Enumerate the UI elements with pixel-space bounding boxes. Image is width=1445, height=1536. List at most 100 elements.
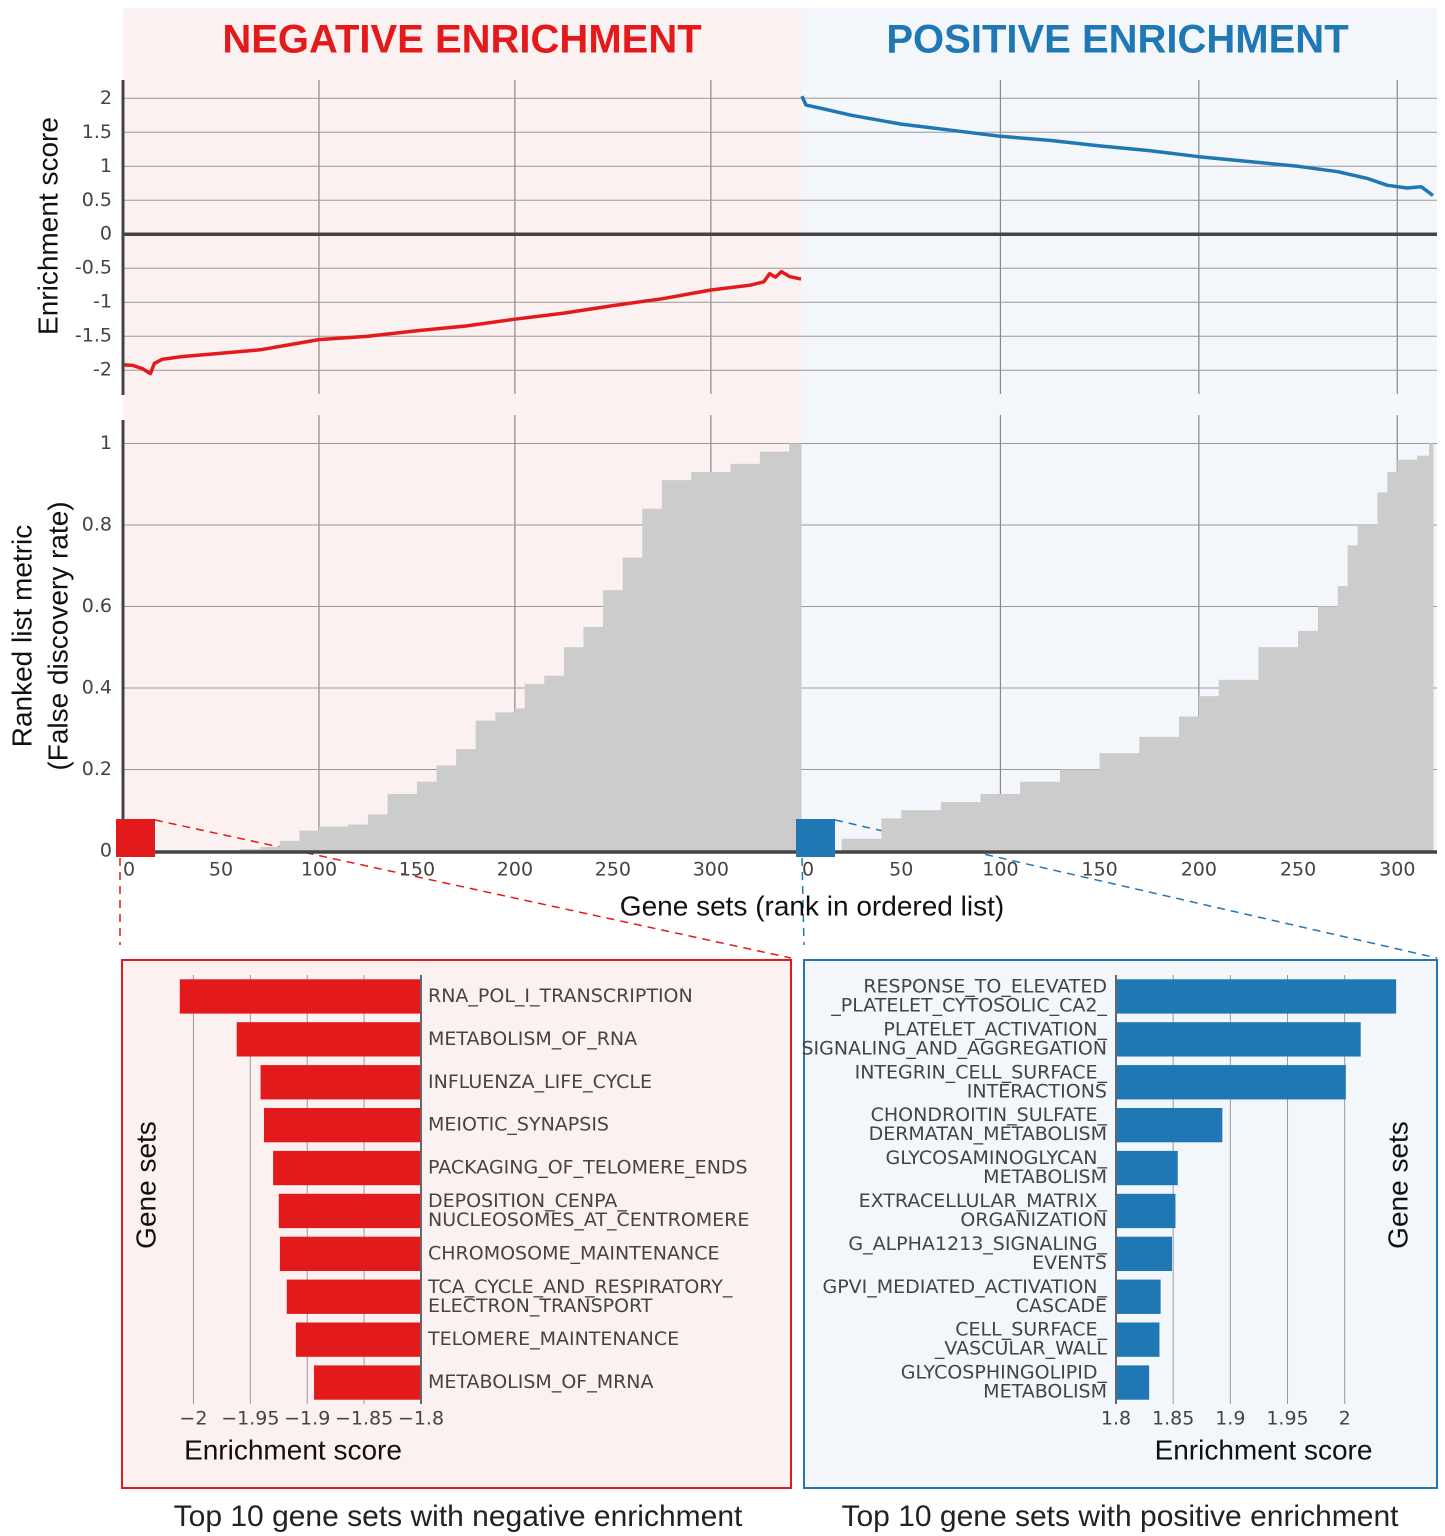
top10-highlight [116,819,155,857]
x-tick-label: 100 [982,859,1018,881]
bar [1116,1236,1173,1272]
fdr-step [1429,443,1434,851]
fdr-step [1417,455,1430,851]
fdr-step [622,557,643,851]
x-tick-label: −1.85 [335,1408,393,1430]
fdr-step [348,824,369,851]
y-tick-label: -0.5 [75,257,112,279]
category-label: METABOLISM_OF_RNA [428,1028,637,1050]
x-tick-label: 300 [693,859,729,881]
fdr-step [759,451,790,851]
y-tick-label: 0 [100,223,112,245]
fdr-step [1198,696,1220,851]
fdr-step [299,830,320,851]
y-tick-label: 0 [100,840,112,862]
bar [1116,1065,1346,1100]
fdr-step [436,765,457,851]
category-label: ELECTRON_TRANSPORT [428,1295,653,1317]
category-label: _VASCULAR_WALL [934,1338,1108,1360]
panel-title: POSITIVE ENRICHMENT [886,18,1348,62]
bar [1116,1193,1176,1229]
fdr-step [544,675,565,851]
x-tick-label: −1.95 [221,1408,279,1430]
x-tick-label: −1.8 [398,1408,444,1430]
negative-box [121,959,792,1489]
fdr-step [980,793,1021,851]
y-axis-label: Gene sets [1382,1121,1413,1249]
fdr-step [1298,630,1319,851]
category-label: METABOLISM [983,1166,1107,1188]
fdr-step [1337,586,1349,851]
x-tick-label: 300 [1379,859,1415,881]
bar [1116,1279,1161,1314]
x-tick-label: 150 [399,859,435,881]
fdr-step [279,840,300,851]
x-tick-label: 2 [1339,1408,1351,1430]
chart-layer: -2 -1.5 -1 -0.5 0 0.5 1 1.5 2 0 0.2 0.4 0.6 0.8 1 −2 −1.… [6,18,1437,1533]
x-tick-label: 1.9 [1215,1408,1245,1430]
line-series [122,269,802,376]
x-axis-label: Gene sets (rank in ordered list) [620,890,1004,921]
bar [236,1022,421,1057]
y-tick-label: -1.5 [75,325,112,347]
x-tick-label: 50 [209,859,233,881]
fdr-step [260,846,281,851]
category-label: CASCADE [1016,1295,1107,1317]
bar [273,1150,421,1186]
y-tick-label: 0.5 [82,189,112,211]
category-label: DEPOSITION_CENPA_ [428,1190,627,1212]
y-tick-label: 1 [100,155,112,177]
y-tick-label: 0.2 [82,758,112,780]
fdr-step [940,802,982,851]
category-label: GPVI_MEDIATED_ACTIVATION_ [823,1276,1108,1298]
category-label: CELL_SURFACE_ [955,1319,1107,1341]
category-label: MEIOTIC_SYNAPSIS [428,1114,609,1136]
bar [286,1279,421,1314]
fdr-step [691,471,731,851]
category-label: SIGNALING_AND_AGGREGATION [801,1037,1107,1059]
y-tick-label: 1 [100,432,112,454]
fdr-step [603,590,624,851]
x-tick-label: −1.9 [284,1408,330,1430]
category-label: EVENTS [1032,1252,1107,1274]
bar [314,1365,421,1400]
x-tick-label: −2 [179,1408,207,1430]
caption: Top 10 gene sets with negative enrichmen… [174,1500,743,1533]
category-label: RNA_POL_I_TRANSCRIPTION [428,985,693,1007]
fdr-step [514,708,526,851]
x-axis-label: Enrichment score [184,1434,402,1465]
category-label: GLYCOSAMINOGLYCAN_ [886,1147,1108,1169]
x-tick-label: 250 [595,859,631,881]
fdr-step [1347,545,1359,851]
bar [260,1065,421,1100]
x-tick-label: 150 [1082,859,1118,881]
y-axis-label: Ranked list metric [6,525,37,748]
category-label: INFLUENZA_LIFE_CYCLE [428,1071,652,1093]
panel-title: NEGATIVE ENRICHMENT [222,18,701,62]
fdr-step [495,712,516,851]
category-label: TELOMERE_MAINTENANCE [427,1328,679,1350]
fdr-step [583,626,604,851]
category-label: METABOLISM_OF_MRNA [428,1371,654,1393]
fdr-step [661,480,692,851]
x-tick-label: 100 [301,859,337,881]
category-label: NUCLEOSOMES_AT_CENTROMERE [428,1209,749,1231]
x-tick-label: 50 [889,859,913,881]
bar [1116,1022,1361,1057]
bar [263,1107,421,1143]
category-label: G_ALPHA1213_SIGNALING_ [848,1233,1107,1255]
x-tick-label: 0 [802,859,814,881]
top10-highlight [796,819,835,857]
fdr-step [240,848,261,851]
y-tick-label: -2 [93,359,112,381]
fdr-step [901,810,942,851]
category-label: INTEGRIN_CELL_SURFACE_ [855,1061,1108,1083]
fdr-step [1377,492,1388,851]
fdr-step [1218,679,1259,851]
x-tick-label: 1.8 [1101,1408,1131,1430]
y-axis-label: (False discovery rate) [42,501,73,770]
x-tick-label: 1.95 [1266,1408,1308,1430]
category-label: PACKAGING_OF_TELOMERE_ENDS [428,1157,748,1179]
y-tick-label: 0.4 [82,676,112,698]
